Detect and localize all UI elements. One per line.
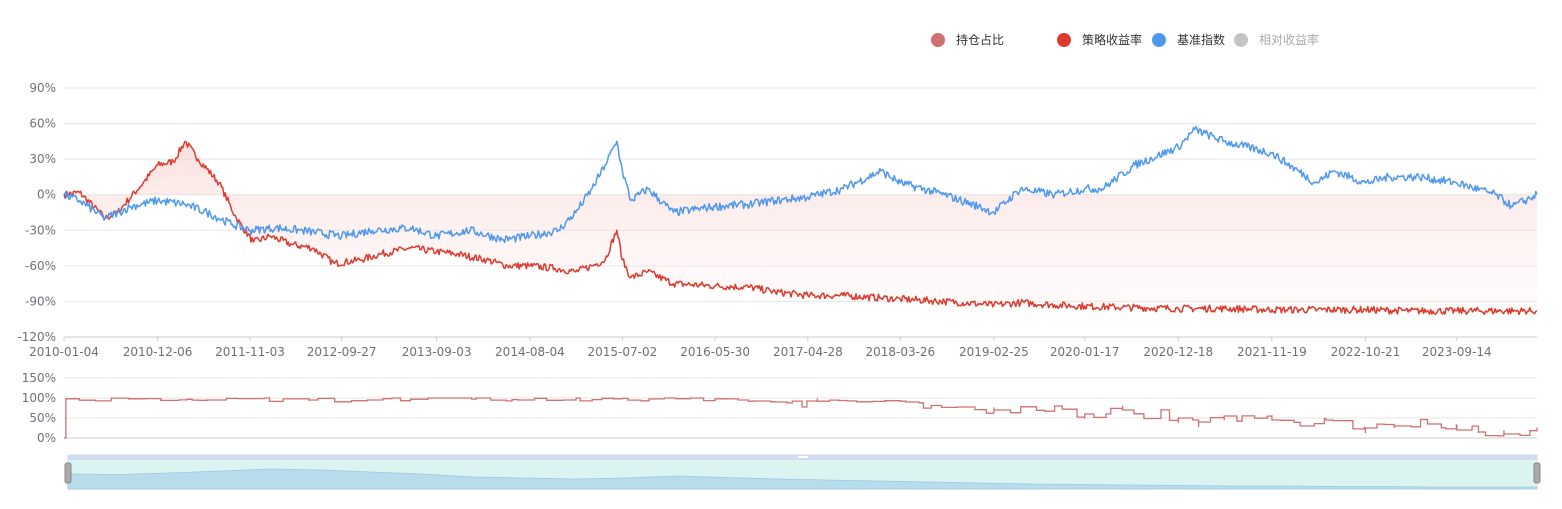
y-tick-label: 150% xyxy=(22,371,56,385)
x-tick-label: 2011-11-03 xyxy=(215,345,285,359)
x-tick-label: 2017-04-28 xyxy=(773,345,843,359)
legend-marker xyxy=(1152,33,1166,47)
y-tick-label: 0% xyxy=(37,431,56,445)
x-tick-label: 2013-09-03 xyxy=(402,345,472,359)
legend-label: 持仓占比 xyxy=(956,32,1004,47)
legend-label: 相对收益率 xyxy=(1259,32,1319,47)
legend-marker xyxy=(1234,33,1248,47)
benchmark-line xyxy=(63,125,1538,244)
position-grid xyxy=(64,377,1537,439)
legend-label: 基准指数 xyxy=(1177,32,1225,47)
x-tick-label: 2012-09-27 xyxy=(307,345,377,359)
y-tick-label: 60% xyxy=(29,117,56,131)
legend-item-2[interactable]: 基准指数 xyxy=(1152,32,1225,47)
x-tick-label: 2015-07-02 xyxy=(588,345,658,359)
y-tick-label: 90% xyxy=(29,81,56,95)
slider-preview-area xyxy=(67,468,1538,490)
y-tick-label: 50% xyxy=(29,411,56,425)
returns-y-axis: 90% 60% 30% 0% -30% -60% -90% -120% xyxy=(17,81,56,344)
y-tick-label: 0% xyxy=(37,188,56,202)
returns-series xyxy=(63,125,1538,316)
y-tick-label: -90% xyxy=(25,294,56,308)
y-tick-label: -60% xyxy=(25,259,56,273)
legend-item-1[interactable]: 策略收益率 xyxy=(1057,32,1142,47)
legend-marker xyxy=(931,33,945,47)
slider-left-handle[interactable] xyxy=(64,462,72,484)
x-tick-label: 2022-10-21 xyxy=(1331,345,1401,359)
position-ratio-line xyxy=(64,397,1538,439)
x-tick-label: 2014-08-04 xyxy=(495,345,565,359)
returns-plot: 90%60%30%0%-30%-60%-90%-120% 2010-01-04 2… xyxy=(17,81,1538,359)
x-tick-label: 2018-03-26 xyxy=(865,345,935,359)
legend-item-3[interactable]: 相对收益率 xyxy=(1234,32,1319,47)
strategy-return-line xyxy=(63,140,1538,316)
y-tick-label: 30% xyxy=(29,152,56,166)
x-tick-label: 2020-12-18 xyxy=(1143,345,1213,359)
y-tick-label: -120% xyxy=(17,330,56,344)
x-tick-label: 2016-05-30 xyxy=(680,345,750,359)
returns-x-axis: 2010-01-04 2010-12-06 2011-11-03 2012-09-27… xyxy=(29,337,1492,359)
position-y-axis: 150% 100% 50% 0% xyxy=(22,371,56,445)
legend-item-0[interactable]: 持仓占比 xyxy=(931,32,1004,47)
legend-label: 策略收益率 xyxy=(1082,32,1142,47)
y-tick-label: -30% xyxy=(25,223,56,237)
slider-right-handle[interactable] xyxy=(1533,462,1541,484)
strategy-area xyxy=(64,141,1537,315)
x-tick-label: 2010-01-04 xyxy=(29,345,99,359)
data-zoom-slider[interactable] xyxy=(64,454,1541,490)
position-plot: 150% 100% 50% 0% xyxy=(22,371,1538,445)
x-tick-label: 2010-12-06 xyxy=(123,345,193,359)
x-tick-label: 2020-01-17 xyxy=(1050,345,1120,359)
legend: 持仓占比 策略收益率 基准指数 相对收益率 xyxy=(931,32,1319,47)
legend-marker xyxy=(1057,33,1071,47)
x-tick-label: 2023-09-14 xyxy=(1422,345,1492,359)
x-tick-label: 2019-02-25 xyxy=(959,345,1029,359)
position-series xyxy=(64,397,1538,439)
x-tick-label: 2021-11-19 xyxy=(1237,345,1307,359)
slider-drag-grip[interactable] xyxy=(798,456,808,458)
y-tick-label: 100% xyxy=(22,391,56,405)
